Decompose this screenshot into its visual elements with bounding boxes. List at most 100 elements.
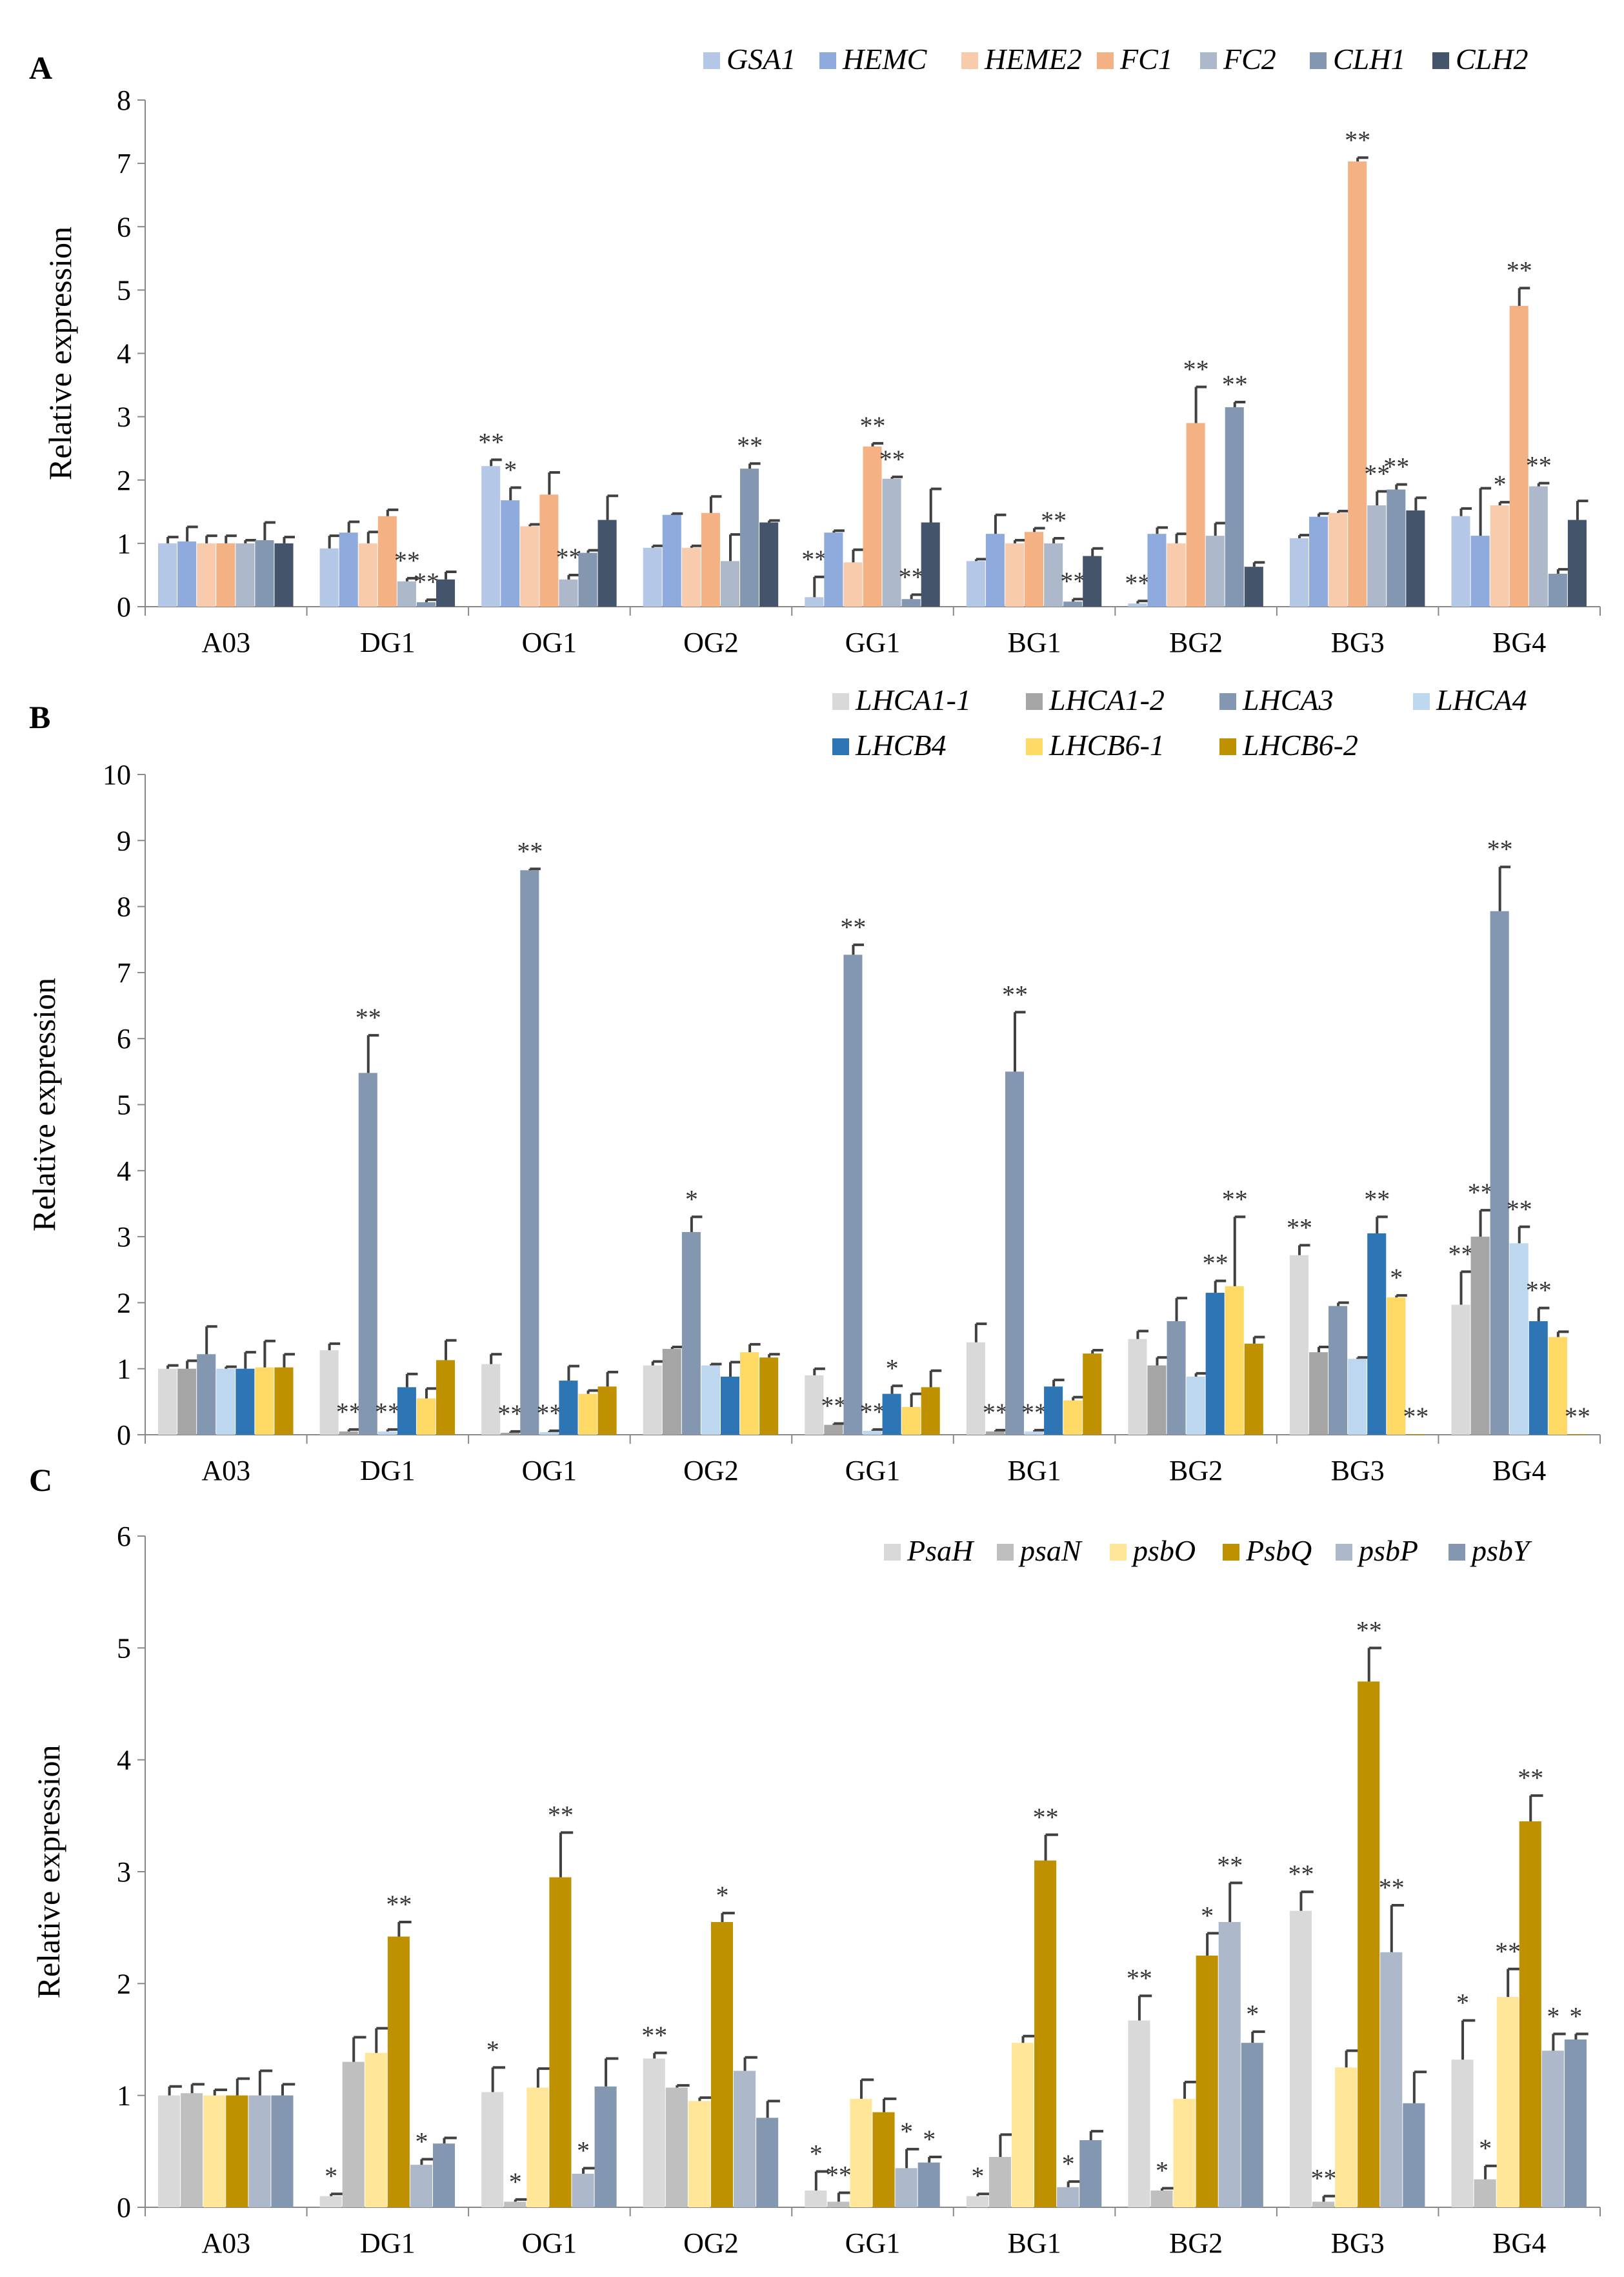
- bar: [539, 1432, 559, 1435]
- bar: [501, 1432, 520, 1435]
- significance-mark: **: [860, 411, 886, 440]
- bar: [1079, 2140, 1102, 2207]
- legend-label: CLH1: [1333, 43, 1405, 76]
- panel-c: C 0 1 2 3 4 5 6 Relative expression A03 DG1 OG1 OG2 G…: [29, 1462, 1601, 2259]
- bar: [759, 1357, 779, 1435]
- bar: [481, 466, 501, 607]
- y-tick-label: 0: [117, 2192, 131, 2223]
- bar: [1005, 1071, 1025, 1435]
- bar: [1474, 2179, 1496, 2207]
- significance-mark: **: [1526, 1276, 1552, 1305]
- y-tick-label: 2: [117, 465, 131, 496]
- bar: [274, 1367, 294, 1435]
- significance-mark: *: [1246, 1999, 1259, 2029]
- significance-mark: *: [1456, 1989, 1469, 2018]
- significance-mark: *: [685, 1184, 698, 1213]
- x-tick-label: BG2: [1169, 627, 1223, 658]
- y-tick-label: 0: [117, 591, 131, 623]
- legend-swatch: [1413, 693, 1430, 710]
- bar: [436, 1360, 456, 1435]
- legend-label: CLH2: [1456, 43, 1528, 76]
- legend-swatch: [832, 693, 849, 710]
- panel-b: B 0 1 2 3 4 5 6 7 8 9 10 Relative expression A03 DG1 OG…: [26, 683, 1601, 1486]
- bar: [759, 522, 779, 607]
- bar: [501, 500, 520, 607]
- x-tick-label: DG1: [360, 2227, 416, 2259]
- legend-label: psbP: [1357, 1534, 1418, 1567]
- significance-mark: **: [375, 1397, 401, 1426]
- bar: [339, 532, 358, 607]
- significance-mark: **: [821, 1392, 847, 1421]
- bar: [917, 2162, 940, 2207]
- legend-label: PsaH: [907, 1534, 975, 1567]
- bar: [158, 2095, 181, 2207]
- x-tick-label: GG1: [845, 1455, 901, 1486]
- legend-label: psbO: [1131, 1534, 1196, 1567]
- significance-mark: **: [1127, 1963, 1152, 1992]
- bar: [1509, 1243, 1529, 1435]
- bar: [319, 548, 339, 607]
- panel-letter: C: [29, 1462, 52, 1498]
- x-tick-label: OG2: [683, 2227, 739, 2259]
- bar: [377, 1431, 397, 1435]
- legend-label: HEME2: [984, 43, 1082, 76]
- significance-mark: **: [1222, 370, 1248, 399]
- bar: [1567, 520, 1587, 607]
- legend-swatch: [1223, 1544, 1239, 1561]
- bar: [966, 1342, 985, 1435]
- y-tick-label: 1: [117, 528, 131, 560]
- bar: [274, 543, 294, 607]
- y-tick-label: 3: [117, 401, 131, 433]
- legend-swatch: [1026, 693, 1043, 710]
- y-tick-label: 6: [117, 211, 131, 243]
- bar: [805, 597, 824, 607]
- bar: [1309, 516, 1328, 607]
- significance-mark: *: [509, 2167, 522, 2196]
- bar: [1529, 486, 1548, 607]
- x-tick-label: DG1: [360, 627, 416, 658]
- significance-mark: **: [879, 445, 905, 474]
- bar: [1470, 536, 1490, 607]
- bar: [197, 543, 216, 607]
- bar: [901, 1407, 921, 1435]
- legend-swatch: [819, 52, 836, 69]
- x-tick-label: BG1: [1007, 627, 1061, 658]
- bar: [539, 494, 559, 607]
- significance-mark: **: [386, 1890, 412, 1919]
- legend-swatch: [1310, 52, 1327, 69]
- y-tick-label: 6: [117, 1521, 131, 1552]
- x-tick-label: BG2: [1169, 1455, 1223, 1486]
- bar: [216, 1368, 236, 1435]
- legend-swatch: [1110, 1544, 1127, 1561]
- bar: [985, 1431, 1005, 1435]
- bar: [1309, 1352, 1328, 1435]
- significance-mark: *: [1062, 2149, 1075, 2178]
- legend-swatch: [1200, 52, 1217, 69]
- bar: [643, 1365, 662, 1435]
- panel-letter: A: [29, 50, 52, 86]
- significance-mark: **: [1287, 1213, 1312, 1242]
- bar: [720, 561, 740, 607]
- bar: [177, 1368, 197, 1435]
- y-tick-label: 7: [117, 148, 131, 179]
- bar: [805, 2191, 827, 2207]
- bar: [805, 1375, 824, 1435]
- legend-label: FC1: [1119, 43, 1173, 76]
- bar: [216, 543, 236, 607]
- bar: [665, 2087, 688, 2207]
- significance-mark: **: [1507, 1195, 1532, 1224]
- legend-swatch: [1219, 693, 1236, 710]
- legend-swatch: [1336, 1544, 1352, 1561]
- significance-mark: **: [1379, 1873, 1405, 1902]
- legend-label: LHCA4: [1436, 683, 1527, 716]
- legend-label: LHCB6-1: [1048, 729, 1165, 762]
- bar: [1167, 1321, 1186, 1435]
- bar: [397, 1387, 416, 1435]
- bar: [226, 2095, 248, 2207]
- bar: [526, 2087, 549, 2207]
- x-tick-label: BG3: [1331, 627, 1385, 658]
- bar: [1044, 1386, 1063, 1435]
- legend-swatch: [1219, 738, 1236, 755]
- bar: [1312, 2201, 1335, 2207]
- significance-mark: *: [716, 1881, 728, 1910]
